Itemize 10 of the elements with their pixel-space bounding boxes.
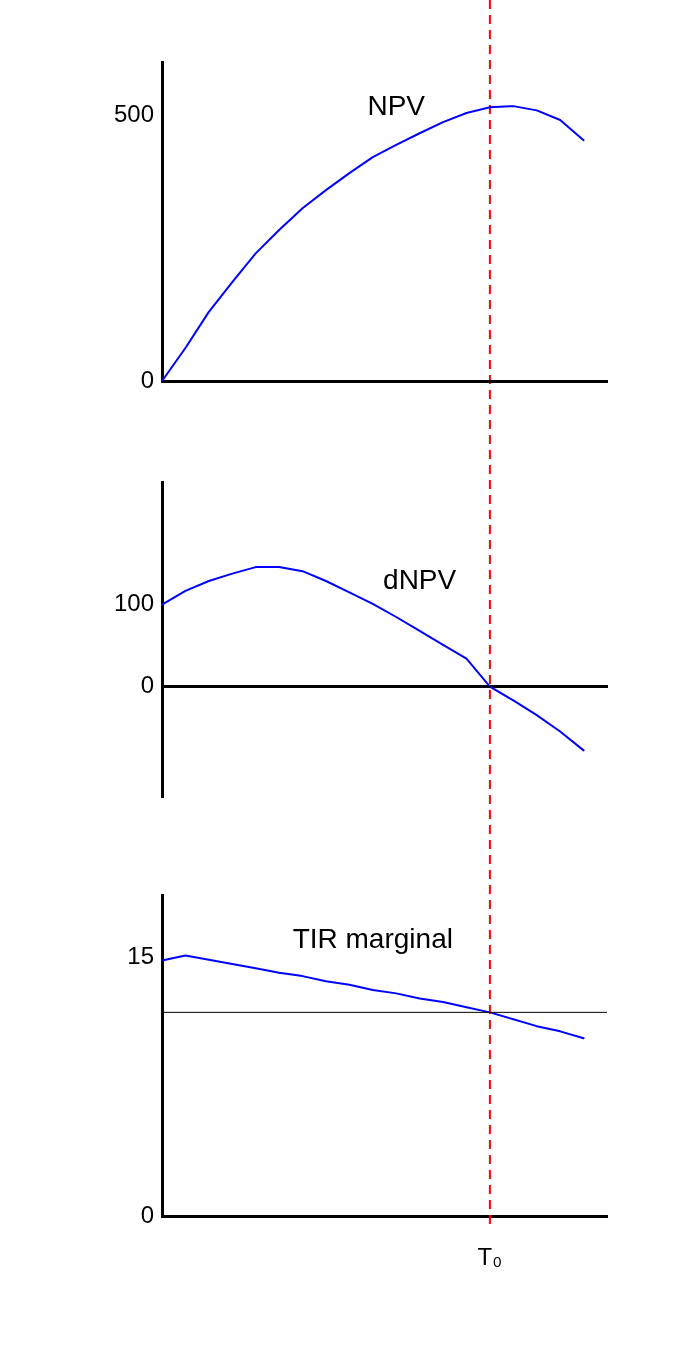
y-tick-label: 100 bbox=[113, 589, 154, 617]
y-tick-label: 0 bbox=[140, 365, 154, 393]
series-label: NPV bbox=[367, 89, 426, 121]
y-tick-label: 0 bbox=[140, 1200, 154, 1228]
series-label: dNPV bbox=[383, 563, 457, 595]
y-tick-label: 500 bbox=[113, 99, 154, 127]
series-label: TIR marginal bbox=[292, 922, 453, 954]
y-tick-label: 0 bbox=[140, 671, 154, 699]
x-tick-label: T₀ bbox=[477, 1243, 503, 1271]
y-tick-label: 15 bbox=[127, 941, 154, 969]
